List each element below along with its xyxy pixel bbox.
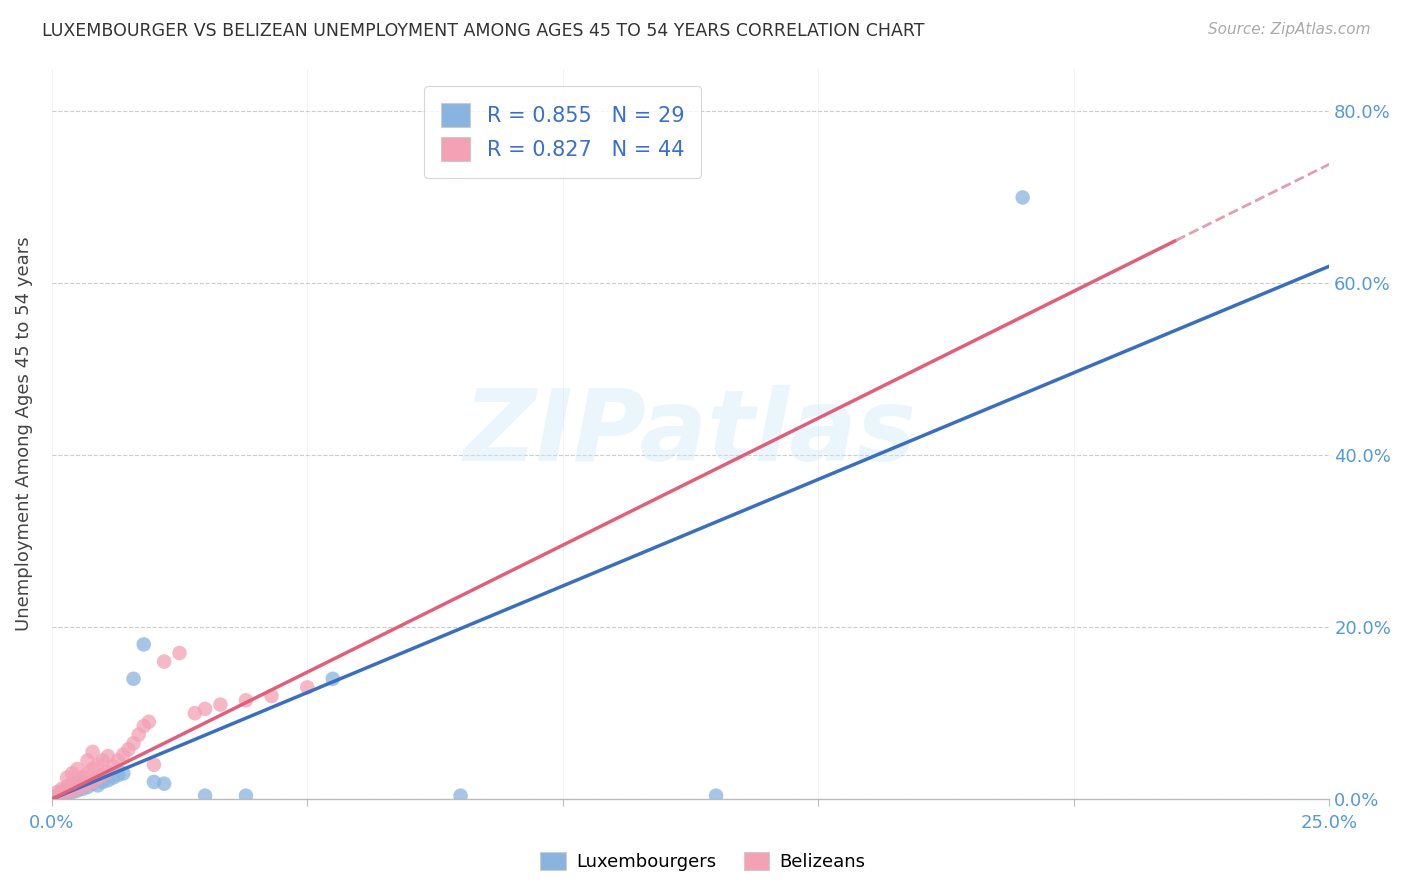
- Point: [107, 768, 129, 782]
- Point: [60, 785, 83, 799]
- Point: [122, 736, 145, 750]
- Point: [56, 781, 79, 796]
- Point: [235, 693, 257, 707]
- Point: [142, 757, 165, 772]
- Point: [153, 655, 176, 669]
- Point: [450, 789, 472, 803]
- Point: [97, 764, 120, 779]
- Point: [60, 777, 83, 791]
- Point: [60, 766, 83, 780]
- Point: [235, 789, 257, 803]
- Point: [101, 771, 124, 785]
- Point: [97, 773, 120, 788]
- Point: [72, 771, 94, 785]
- Point: [45, 785, 67, 799]
- Point: [1011, 190, 1033, 204]
- Point: [76, 777, 98, 791]
- Point: [194, 789, 217, 803]
- Point: [322, 672, 344, 686]
- Point: [91, 754, 114, 768]
- Point: [82, 775, 104, 789]
- Legend: Luxembourgers, Belizeans: Luxembourgers, Belizeans: [533, 845, 873, 879]
- Point: [297, 681, 319, 695]
- Point: [72, 779, 94, 793]
- Point: [60, 783, 83, 797]
- Point: [51, 784, 73, 798]
- Point: [66, 781, 89, 796]
- Point: [260, 689, 283, 703]
- Point: [97, 749, 120, 764]
- Point: [66, 777, 89, 791]
- Point: [56, 779, 79, 793]
- Point: [704, 789, 727, 803]
- Point: [138, 714, 160, 729]
- Y-axis label: Unemployment Among Ages 45 to 54 years: Unemployment Among Ages 45 to 54 years: [15, 236, 32, 632]
- Point: [76, 754, 98, 768]
- Point: [128, 728, 150, 742]
- Point: [66, 783, 89, 797]
- Point: [56, 787, 79, 801]
- Point: [142, 775, 165, 789]
- Point: [169, 646, 191, 660]
- Point: [101, 759, 124, 773]
- Point: [51, 781, 73, 796]
- Point: [60, 779, 83, 793]
- Point: [112, 766, 135, 780]
- Text: Source: ZipAtlas.com: Source: ZipAtlas.com: [1208, 22, 1371, 37]
- Point: [112, 747, 135, 762]
- Point: [45, 789, 67, 803]
- Point: [76, 780, 98, 794]
- Point: [87, 757, 110, 772]
- Point: [66, 762, 89, 776]
- Point: [66, 775, 89, 789]
- Point: [194, 702, 217, 716]
- Point: [76, 766, 98, 780]
- Point: [209, 698, 232, 712]
- Legend: R = 0.855   N = 29, R = 0.827   N = 44: R = 0.855 N = 29, R = 0.827 N = 44: [425, 87, 702, 178]
- Point: [56, 785, 79, 799]
- Point: [51, 787, 73, 801]
- Point: [122, 672, 145, 686]
- Point: [107, 754, 129, 768]
- Point: [91, 775, 114, 789]
- Point: [132, 637, 155, 651]
- Point: [117, 742, 139, 756]
- Point: [184, 706, 207, 721]
- Point: [87, 778, 110, 792]
- Text: ZIPatlas: ZIPatlas: [464, 385, 917, 483]
- Point: [45, 789, 67, 804]
- Point: [132, 719, 155, 733]
- Point: [72, 781, 94, 796]
- Point: [82, 762, 104, 776]
- Point: [82, 777, 104, 791]
- Point: [51, 788, 73, 802]
- Point: [91, 768, 114, 782]
- Point: [87, 771, 110, 785]
- Point: [153, 777, 176, 791]
- Point: [82, 745, 104, 759]
- Point: [72, 775, 94, 789]
- Point: [56, 771, 79, 785]
- Text: LUXEMBOURGER VS BELIZEAN UNEMPLOYMENT AMONG AGES 45 TO 54 YEARS CORRELATION CHAR: LUXEMBOURGER VS BELIZEAN UNEMPLOYMENT AM…: [42, 22, 925, 40]
